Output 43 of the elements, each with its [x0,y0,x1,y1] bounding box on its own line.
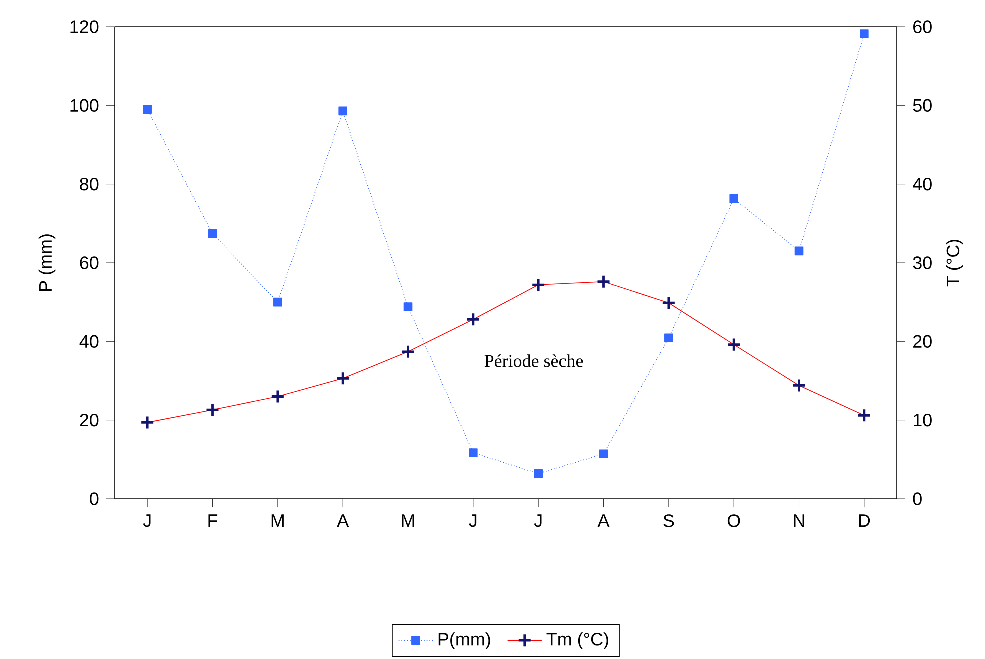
y2-tick-label: 0 [913,492,922,506]
y2-tick-label: 30 [913,256,932,270]
x-tick-label: A [598,514,610,527]
x-tick-label: J [143,514,151,528]
y2-axis-title: T (°C) [946,240,964,287]
point [599,450,608,459]
y-tick-label: 80 [80,178,99,191]
y2-tick-label: 50 [913,99,932,112]
point [404,302,413,312]
legend-label: P(mm) [438,632,490,650]
x-tick-label: A [337,514,350,527]
y-tick-label: 60 [80,256,99,270]
y-tick-label: 0 [90,492,99,506]
x-tick-label: M [402,514,414,527]
x-tick-label: S [664,514,674,528]
point [274,298,282,307]
y-tick-label: 40 [80,335,99,348]
x-tick-label: N [794,514,804,527]
x-tick-label: F [208,514,218,527]
legend-label: Tm (°C) [546,632,608,650]
point [469,448,478,458]
point [208,229,218,238]
y2-tick-label: 40 [913,178,932,191]
point [730,194,738,204]
x-tick-label: J [469,514,477,528]
point [534,469,543,478]
y2-tick-label: 60 [914,20,932,34]
x-tick-label: D [859,514,870,527]
point [664,334,674,343]
x-tick-label: O [728,514,740,528]
y2-tick-label: 10 [914,414,932,427]
y-axis-title: P (mm) [38,234,56,292]
point [338,106,348,116]
point [143,105,152,114]
point [860,30,869,38]
annotation: Période sèche [484,354,584,368]
point [794,246,804,256]
x-tick-label: M [272,514,284,527]
y-tick-label: 20 [80,414,99,427]
y-tick-label: 120 [70,20,99,34]
y2-tick-label: 20 [914,335,932,348]
y-tick-label: 100 [70,99,99,112]
x-tick-label: J [534,514,542,528]
